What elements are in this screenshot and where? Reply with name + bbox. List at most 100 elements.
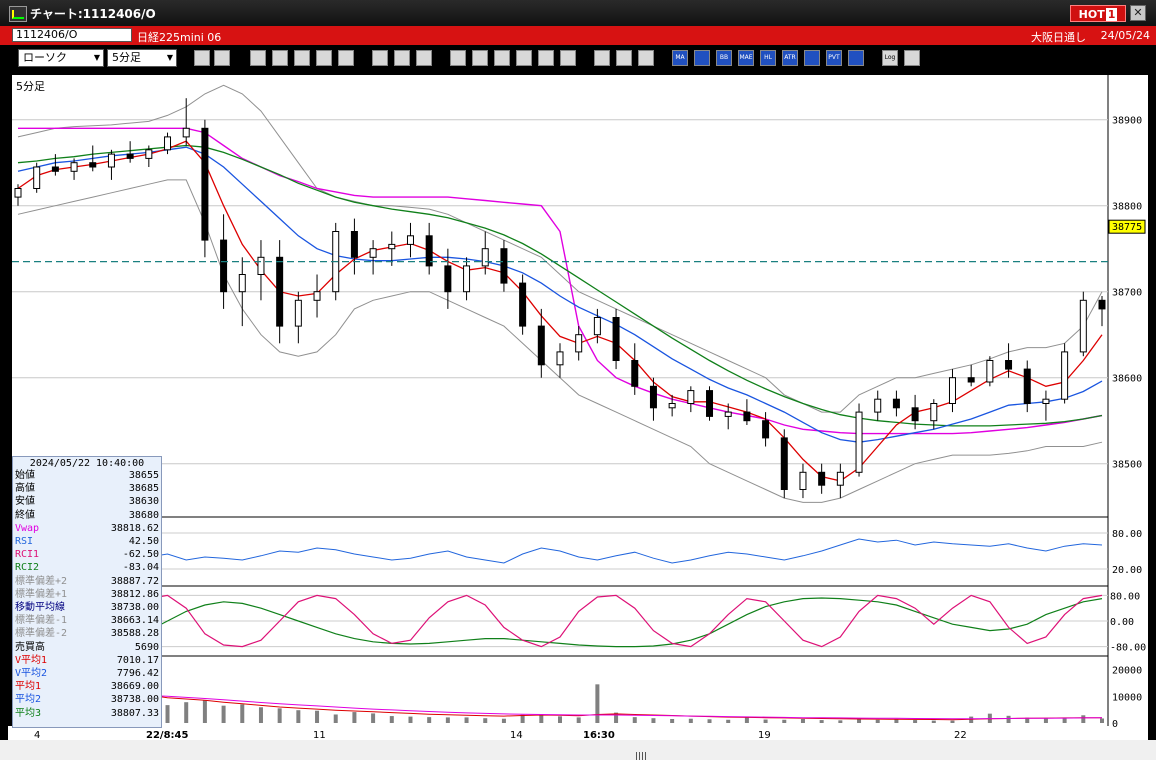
volume-bar: [1081, 715, 1086, 723]
toolbar-tool-icon[interactable]: [638, 50, 654, 66]
candle-body: [164, 136, 172, 151]
volume-bar: [595, 684, 600, 723]
toolbar-tool-icon[interactable]: [694, 50, 710, 66]
data-row-value: 38738.00: [110, 602, 159, 613]
data-row-key: RCI1: [15, 549, 40, 561]
axis-ticks: 38900 38800 38700 38600 38500 38775 80.00 20.00…: [1108, 116, 1146, 730]
symbol-name: 日経225mini 06: [137, 31, 222, 44]
bb-upper-line: [17, 84, 1103, 413]
price-tick-label: 38600: [1112, 374, 1142, 385]
data-row-key: 高値: [15, 483, 35, 495]
x-axis-label: 16:30: [583, 730, 615, 740]
data-row-value: -83.04: [122, 562, 159, 574]
symbol-infobar: 1112406/O 日経225mini 06 大阪日通し 24/05/24: [0, 26, 1156, 45]
toolbar-tool-icon[interactable]: [616, 50, 632, 66]
x-axis-label: 4: [34, 730, 40, 740]
data-row-key: 標準偏差-1: [15, 615, 68, 627]
data-row-value: 38887.72: [110, 575, 159, 587]
scroll-grip[interactable]: [636, 752, 648, 760]
toolbar-tool-icon[interactable]: [316, 50, 332, 66]
data-row: RCI1 -62.50: [15, 549, 159, 561]
toolbar-tool-icon[interactable]: [494, 50, 510, 66]
candle-body: [892, 398, 900, 409]
toolbar-tool-icon[interactable]: [904, 50, 920, 66]
candle-body: [649, 385, 657, 409]
volume-bar: [726, 719, 731, 723]
toolbar-tool-icon[interactable]: [472, 50, 488, 66]
ma2-line: [17, 146, 1103, 443]
close-icon[interactable]: ✕: [1130, 5, 1146, 21]
window-titlebar: チャート:1112406/O HOT 1 ✕: [0, 0, 1156, 26]
chart-type-select[interactable]: ローソク ▼: [18, 49, 104, 67]
x-axis-label: 14: [510, 730, 523, 740]
toolbar-tool-icon[interactable]: [560, 50, 576, 66]
volume-bar: [857, 719, 862, 723]
data-row-key: 平均2: [15, 694, 42, 706]
toolbar-tool-icon[interactable]: [194, 50, 210, 66]
candle-body: [668, 403, 676, 409]
volume-bar: [576, 717, 581, 723]
candle-body: [855, 411, 863, 473]
data-row-key: 標準偏差+2: [15, 575, 68, 587]
volume-bar: [763, 719, 768, 723]
x-axis-bg: [8, 726, 1148, 740]
toolbar-tool-icon[interactable]: [294, 50, 310, 66]
candle-body: [743, 411, 751, 422]
rsi-tick-label: 20.00: [1112, 565, 1142, 576]
toolbar-tool-icon[interactable]: [516, 50, 532, 66]
toolbar-tool-icon[interactable]: BB: [716, 50, 732, 66]
toolbar-tool-icon[interactable]: [538, 50, 554, 66]
candle-body: [350, 231, 358, 258]
toolbar-tool-icon[interactable]: [372, 50, 388, 66]
data-row-key: 移動平均線: [15, 602, 65, 613]
toolbar-tool-icon[interactable]: MA: [672, 50, 688, 66]
toolbar-tool-icon[interactable]: HL: [760, 50, 776, 66]
current-price-tag-text: 38775: [1112, 222, 1142, 233]
hot-button[interactable]: HOT 1: [1070, 5, 1126, 22]
candle-body: [126, 153, 134, 159]
y-axis-bg: [1108, 75, 1148, 726]
chart-svg[interactable]: 38900 38800 38700 38600 38500 38775 80.00 20.00…: [8, 73, 1148, 740]
data-row: 移動平均線 38738.00: [15, 602, 159, 614]
chevron-down-icon: ▼: [166, 53, 173, 62]
x-axis-labels: 4 22/8:45 11 14 16:30 19 22: [34, 730, 967, 740]
toolbar-tool-icon[interactable]: PVT: [826, 50, 842, 66]
data-row-key: RCI2: [15, 562, 40, 574]
toolbar-tool-icon[interactable]: [450, 50, 466, 66]
candle-body: [593, 317, 601, 336]
scrollbar[interactable]: [0, 740, 1156, 760]
toolbar-tool-icon[interactable]: MAE: [738, 50, 754, 66]
toolbar-tool-icon[interactable]: [416, 50, 432, 66]
data-row: 標準偏差-1 38663.14: [15, 615, 159, 627]
interval-select[interactable]: 5分足 ▼: [107, 49, 177, 67]
volume-bar: [931, 720, 936, 723]
candle-body: [874, 398, 882, 413]
symbol-code-input[interactable]: 1112406/O: [12, 28, 132, 42]
data-row-key: V平均2: [15, 668, 48, 679]
toolbar-tool-icon[interactable]: [594, 50, 610, 66]
data-row: 始値 38655: [15, 470, 159, 482]
candle-body: [1042, 398, 1050, 405]
toolbar-tool-icon[interactable]: Log: [882, 50, 898, 66]
candle-body: [276, 256, 284, 327]
volume-bar: [651, 718, 656, 723]
candlesticks: [14, 98, 1106, 499]
toolbar-tool-icon[interactable]: [214, 50, 230, 66]
toolbar-tool-icon[interactable]: [394, 50, 410, 66]
vwap-line: [18, 127, 1103, 435]
volume-bar: [632, 717, 637, 723]
data-row-value: 38669.00: [110, 681, 159, 693]
candle-body: [238, 274, 246, 293]
data-row-value: 38680: [128, 509, 159, 521]
toolbar-tool-icon[interactable]: [338, 50, 354, 66]
ma3-line: [17, 144, 1103, 427]
candle-body: [463, 265, 471, 293]
candle-body: [369, 248, 377, 258]
toolbar-tool-icon[interactable]: [250, 50, 266, 66]
chart-area[interactable]: 38900 38800 38700 38600 38500 38775 80.00 20.00…: [8, 73, 1148, 740]
candle-body: [1098, 299, 1106, 310]
toolbar-tool-icon[interactable]: ATR: [782, 50, 798, 66]
toolbar-tool-icon[interactable]: [272, 50, 288, 66]
toolbar-tool-icon[interactable]: [804, 50, 820, 66]
toolbar-tool-icon[interactable]: [848, 50, 864, 66]
